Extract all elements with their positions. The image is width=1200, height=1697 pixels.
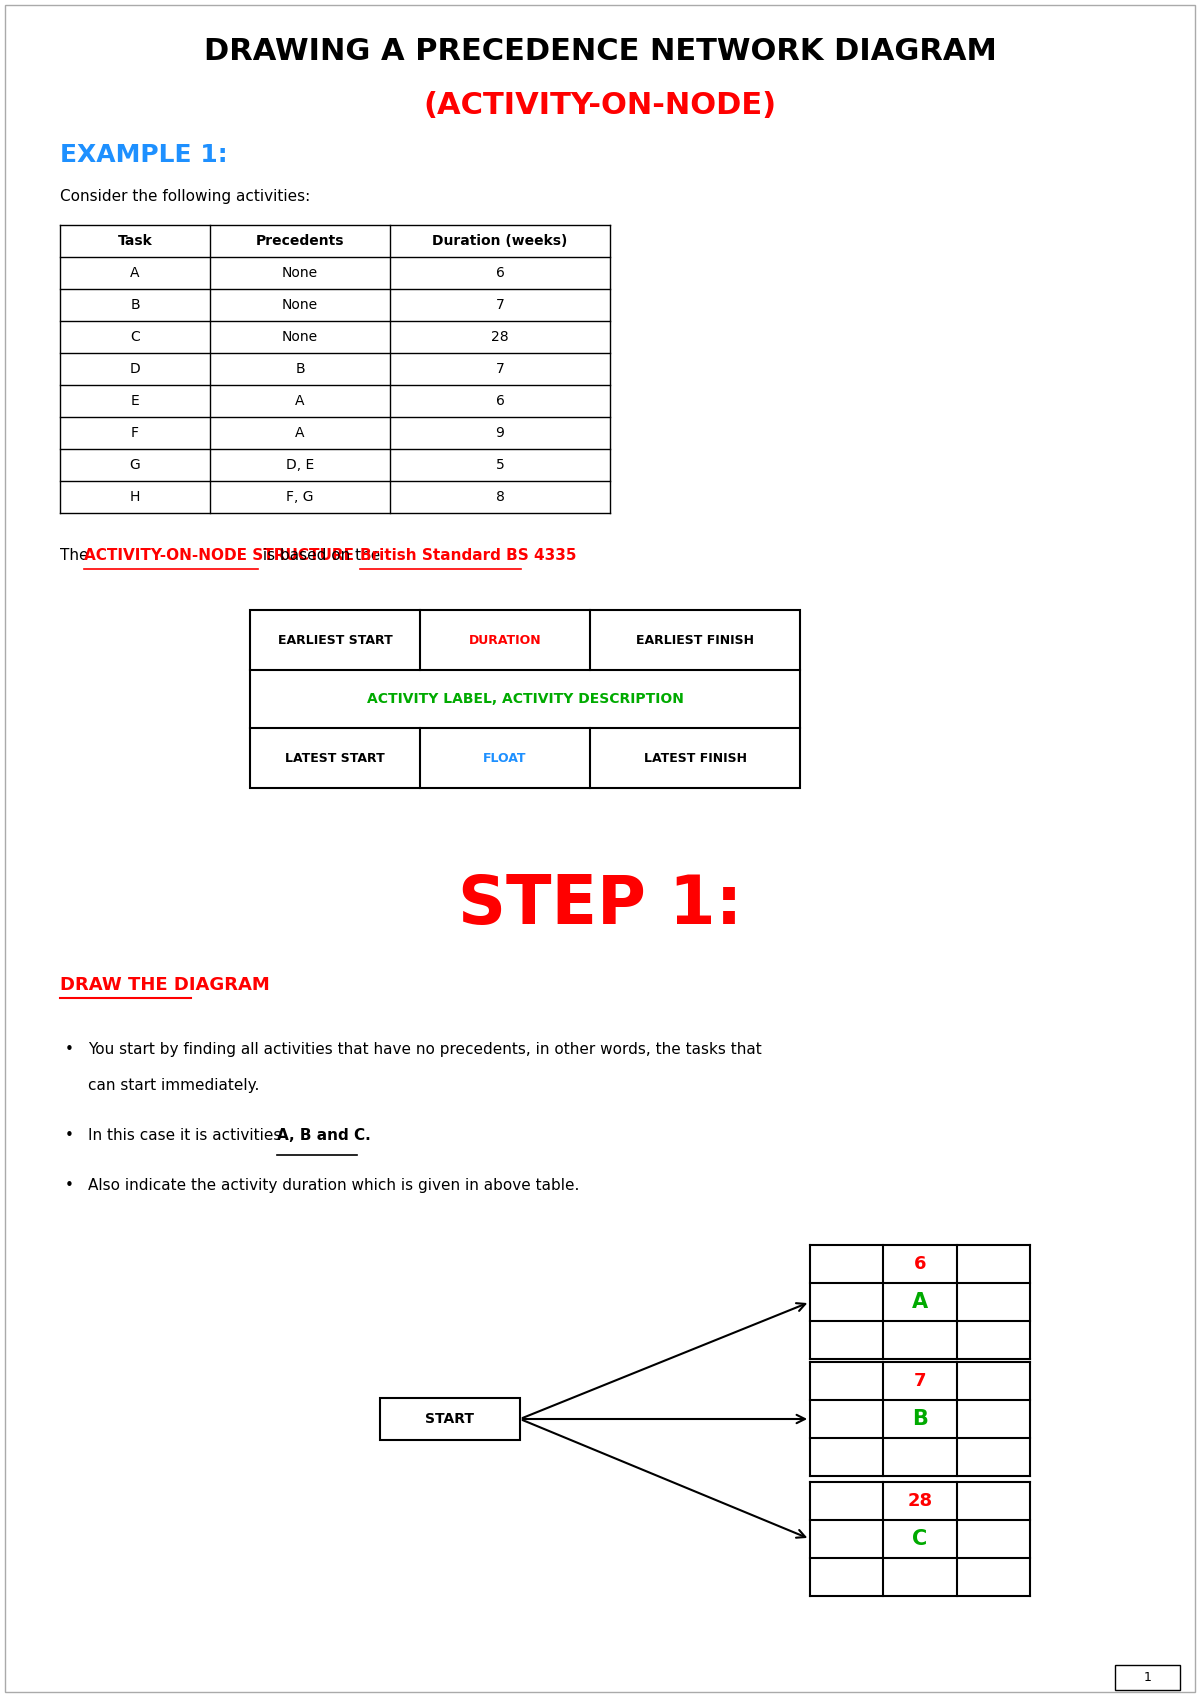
Text: 28: 28 [907, 1492, 932, 1510]
Text: A: A [912, 1291, 928, 1312]
Text: 6: 6 [496, 394, 504, 407]
Text: 7: 7 [496, 299, 504, 312]
Text: Duration (weeks): Duration (weeks) [432, 234, 568, 248]
FancyBboxPatch shape [250, 609, 800, 787]
Text: ACTIVITY-ON-NODE STRUCTURE: ACTIVITY-ON-NODE STRUCTURE [84, 548, 354, 562]
Text: FLOAT: FLOAT [484, 752, 527, 765]
Text: C: C [130, 329, 140, 344]
Text: 1: 1 [1144, 1672, 1152, 1683]
Text: A: A [131, 266, 139, 280]
Text: EXAMPLE 1:: EXAMPLE 1: [60, 143, 228, 166]
Text: DRAWING A PRECEDENCE NETWORK DIAGRAM: DRAWING A PRECEDENCE NETWORK DIAGRAM [204, 37, 996, 66]
Text: •: • [65, 1178, 74, 1193]
Text: A, B and C.: A, B and C. [277, 1129, 371, 1144]
Text: LATEST FINISH: LATEST FINISH [643, 752, 746, 765]
Text: B: B [130, 299, 140, 312]
Text: A: A [295, 394, 305, 407]
FancyBboxPatch shape [380, 1398, 520, 1441]
FancyBboxPatch shape [1115, 1665, 1180, 1690]
Text: •: • [65, 1129, 74, 1144]
Text: 7: 7 [496, 361, 504, 377]
Text: None: None [282, 299, 318, 312]
Text: In this case it is activities: In this case it is activities [88, 1129, 287, 1144]
Text: 6: 6 [913, 1256, 926, 1273]
Text: 8: 8 [496, 490, 504, 504]
Text: ACTIVITY LABEL, ACTIVITY DESCRIPTION: ACTIVITY LABEL, ACTIVITY DESCRIPTION [366, 692, 684, 706]
Text: STEP 1:: STEP 1: [458, 872, 742, 938]
Text: D: D [130, 361, 140, 377]
Text: None: None [282, 329, 318, 344]
Text: Also indicate the activity duration which is given in above table.: Also indicate the activity duration whic… [88, 1178, 580, 1193]
Text: British Standard BS 4335: British Standard BS 4335 [360, 548, 577, 562]
Text: is based on the: is based on the [258, 548, 385, 562]
Text: None: None [282, 266, 318, 280]
Text: Consider the following activities:: Consider the following activities: [60, 190, 311, 205]
Text: A: A [295, 426, 305, 440]
Text: EARLIEST FINISH: EARLIEST FINISH [636, 633, 754, 647]
Text: F, G: F, G [287, 490, 313, 504]
Text: B: B [295, 361, 305, 377]
Text: H: H [130, 490, 140, 504]
Text: C: C [912, 1529, 928, 1549]
Text: 5: 5 [496, 458, 504, 472]
Text: EARLIEST START: EARLIEST START [277, 633, 392, 647]
Text: 28: 28 [491, 329, 509, 344]
Text: 9: 9 [496, 426, 504, 440]
Text: 7: 7 [913, 1371, 926, 1390]
Text: Task: Task [118, 234, 152, 248]
Text: LATEST START: LATEST START [286, 752, 385, 765]
Text: D, E: D, E [286, 458, 314, 472]
Text: The: The [60, 548, 94, 562]
Text: START: START [426, 1412, 474, 1425]
Text: You start by finding all activities that have no precedents, in other words, the: You start by finding all activities that… [88, 1042, 762, 1057]
Text: F: F [131, 426, 139, 440]
Text: can start immediately.: can start immediately. [88, 1078, 259, 1093]
Text: B: B [912, 1409, 928, 1429]
Text: E: E [131, 394, 139, 407]
Text: 6: 6 [496, 266, 504, 280]
Text: •: • [65, 1042, 74, 1057]
Text: DURATION: DURATION [469, 633, 541, 647]
Text: (ACTIVITY-ON-NODE): (ACTIVITY-ON-NODE) [424, 90, 776, 119]
Text: Precedents: Precedents [256, 234, 344, 248]
Text: DRAW THE DIAGRAM: DRAW THE DIAGRAM [60, 976, 270, 994]
Text: G: G [130, 458, 140, 472]
